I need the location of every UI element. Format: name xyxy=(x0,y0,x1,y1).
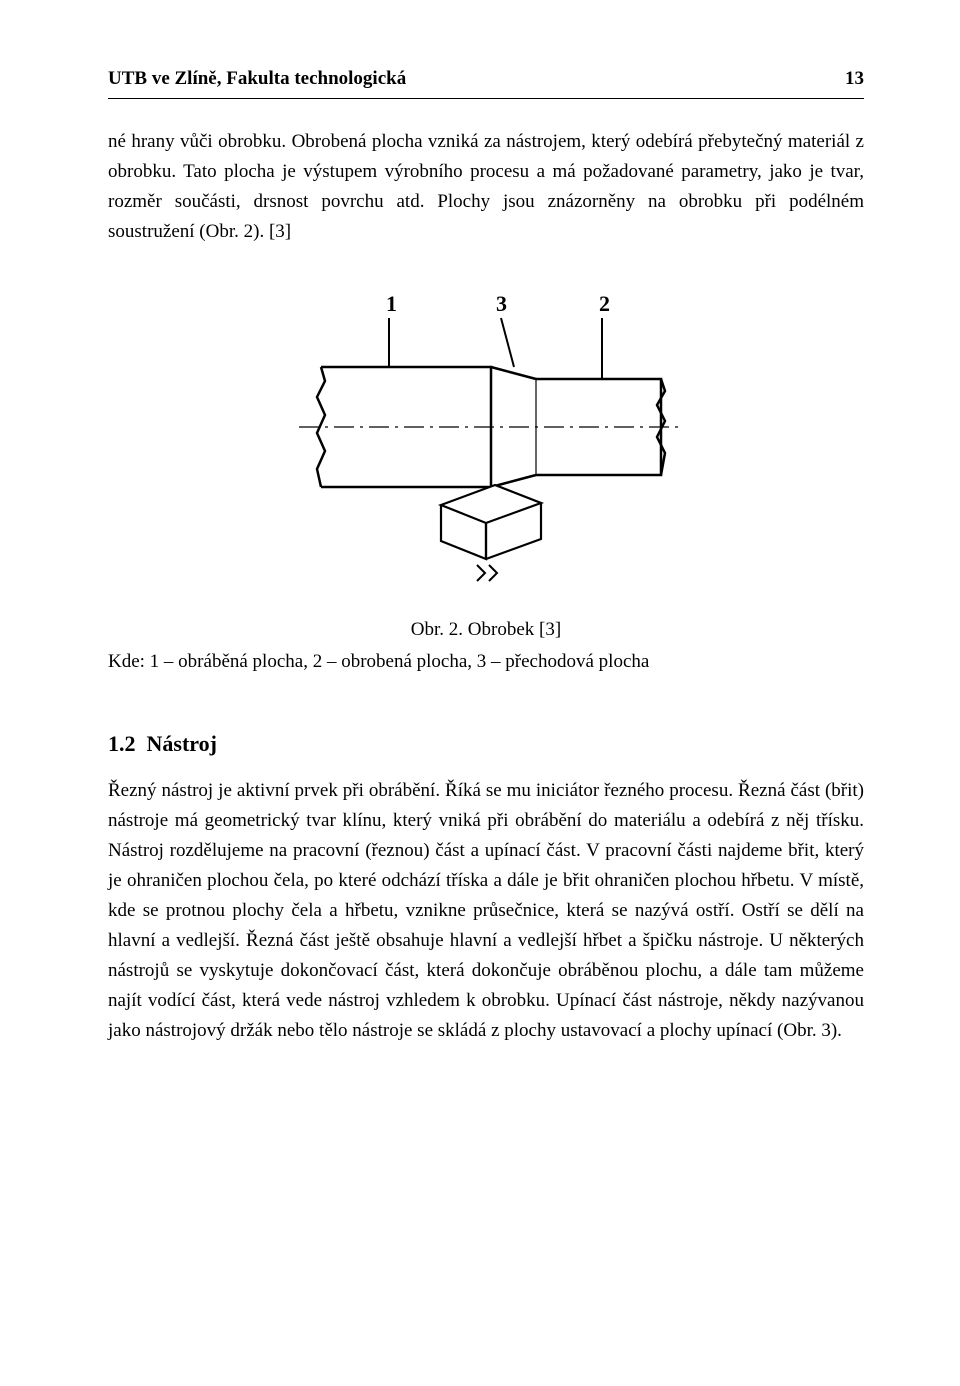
page-number: 13 xyxy=(845,64,864,94)
workpiece-diagram: 1 3 2 xyxy=(281,287,691,587)
fig-label-2: 2 xyxy=(599,291,610,316)
section-title: Nástroj xyxy=(147,731,217,756)
section-number: 1.2 xyxy=(108,731,136,756)
fig-label-1: 1 xyxy=(386,291,397,316)
figure-where: Kde: 1 – obráběná plocha, 2 – obrobená p… xyxy=(108,647,864,677)
figure-2: 1 3 2 Obr. 2. Obrobek [3] Kde: 1 xyxy=(108,287,864,677)
figure-caption: Obr. 2. Obrobek [3] xyxy=(108,615,864,645)
section-body: Řezný nástroj je aktivní prvek při obráb… xyxy=(108,776,864,1046)
header-left: UTB ve Zlíně, Fakulta technologická xyxy=(108,64,406,94)
header-rule xyxy=(108,98,864,99)
fig-label-3: 3 xyxy=(496,291,507,316)
section-heading: 1.2 Nástroj xyxy=(108,727,864,762)
running-header: UTB ve Zlíně, Fakulta technologická 13 xyxy=(108,64,864,94)
intro-paragraph: né hrany vůči obrobku. Obrobená plocha v… xyxy=(108,127,864,247)
